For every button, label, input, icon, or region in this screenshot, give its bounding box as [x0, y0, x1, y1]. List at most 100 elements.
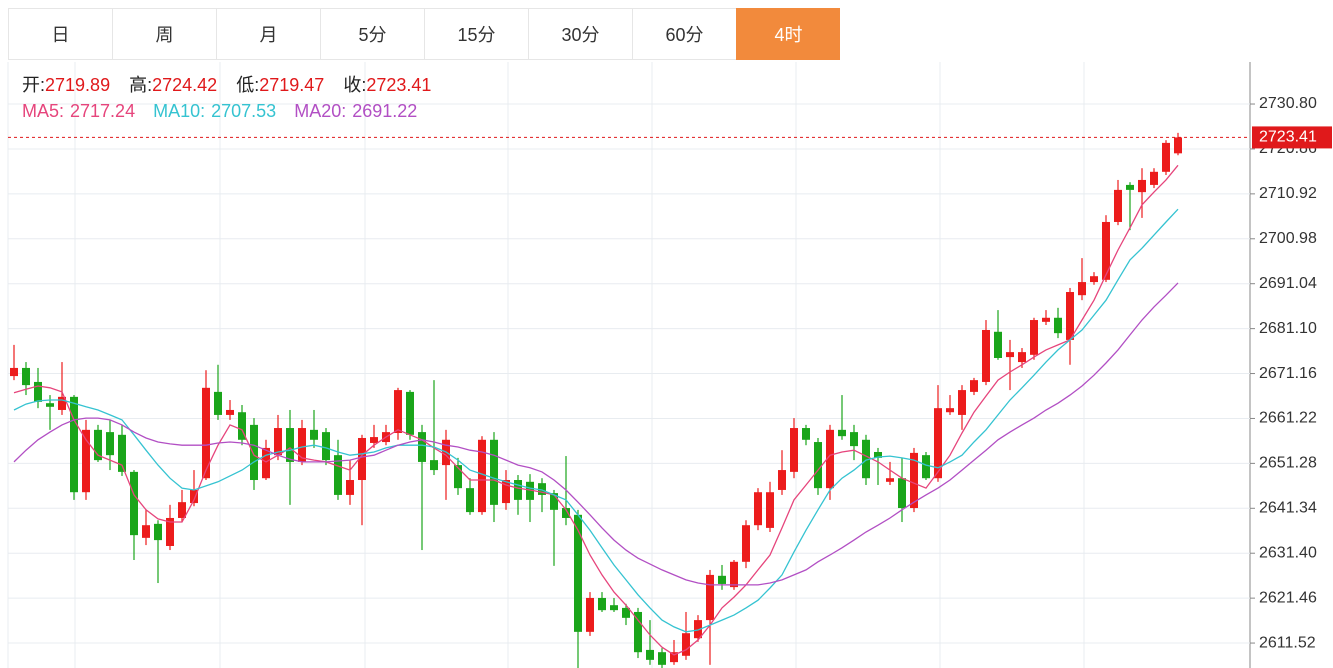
candle-body	[550, 493, 558, 510]
candle-body	[334, 455, 342, 495]
candle-body	[418, 432, 426, 462]
y-tick-label: 2700.98	[1259, 230, 1317, 247]
candle-body	[622, 607, 630, 618]
candle-body	[1066, 292, 1074, 340]
tab[interactable]: 5分	[320, 8, 424, 60]
legend-value: 2719.89	[45, 75, 111, 95]
y-tick-label: 2710.92	[1259, 185, 1317, 202]
legend: 开:2719.89 高:2724.42 低:2719.47 收:2723.41 …	[22, 72, 445, 124]
candle-body	[1162, 142, 1170, 172]
tab[interactable]: 60分	[632, 8, 736, 60]
candle-body	[646, 649, 654, 660]
candle-body	[706, 574, 714, 621]
candle-body	[514, 480, 522, 500]
candle-body	[250, 424, 258, 481]
candle-body	[886, 478, 894, 482]
y-tick-label: 2651.28	[1259, 455, 1317, 472]
candle-body	[46, 403, 54, 407]
candle-body	[178, 502, 186, 518]
candle-body	[658, 652, 666, 665]
candle-body	[34, 381, 42, 402]
candle-body	[682, 633, 690, 656]
legend-label: 高:	[129, 75, 153, 95]
legend-value: 2724.42	[152, 75, 218, 95]
legend-label: 开:	[22, 75, 46, 95]
candle-body	[814, 442, 822, 489]
ma-line	[13, 164, 1179, 656]
candle-body	[910, 452, 918, 509]
candle-body	[598, 597, 606, 611]
candle-body	[850, 432, 858, 447]
candle-body	[934, 408, 942, 479]
candle-body	[970, 380, 978, 392]
candle-body	[58, 396, 66, 410]
tab[interactable]: 月	[216, 8, 320, 60]
candle-body	[1102, 221, 1110, 280]
candle-body	[94, 429, 102, 461]
candle-body	[670, 652, 678, 663]
legend-ma-value: 2717.24	[70, 101, 136, 121]
legend-ma-name: MA10:	[153, 101, 206, 121]
candle-body	[430, 460, 438, 471]
candle-body	[394, 390, 402, 434]
candle-body	[862, 439, 870, 479]
candle-body	[1174, 137, 1182, 154]
tab[interactable]: 30分	[528, 8, 632, 60]
candle-body	[994, 331, 1002, 358]
candle-body	[898, 478, 906, 509]
candle-body	[70, 396, 78, 493]
candle-body	[214, 391, 222, 415]
candle-body	[298, 428, 306, 462]
tab[interactable]: 日	[8, 8, 112, 60]
candle-body	[958, 390, 966, 415]
candle-body	[454, 465, 462, 489]
candle-body	[142, 525, 150, 538]
candle-body	[262, 447, 270, 479]
candle-body	[586, 597, 594, 632]
candle-body	[166, 517, 174, 546]
tab[interactable]: 4时	[736, 8, 840, 60]
candle-body	[526, 481, 534, 500]
candle-body	[826, 429, 834, 489]
candle-body	[838, 429, 846, 437]
candle-body	[82, 429, 90, 493]
tab[interactable]: 周	[112, 8, 216, 60]
candle-body	[154, 523, 162, 541]
candle-body	[802, 428, 810, 440]
candle-body	[946, 408, 954, 413]
candle-body	[1018, 352, 1026, 363]
candle-body	[790, 428, 798, 472]
candle-body	[742, 525, 750, 562]
candle-body	[874, 451, 882, 458]
y-tick-label: 2681.10	[1259, 320, 1317, 337]
candle-body	[562, 508, 570, 518]
tab[interactable]: 15分	[424, 8, 528, 60]
candle-body	[1126, 184, 1134, 190]
candle-body	[610, 605, 618, 611]
y-tick-label: 2691.04	[1259, 275, 1317, 292]
candle-body	[406, 391, 414, 435]
candle-body	[1138, 179, 1146, 193]
candle-body	[766, 492, 774, 528]
candle-body	[1042, 317, 1050, 322]
candle-body	[478, 439, 486, 513]
y-tick-label: 2611.52	[1259, 634, 1316, 651]
candle-body	[490, 439, 498, 505]
candle-body	[370, 437, 378, 443]
candle-body	[982, 329, 990, 382]
x-grid	[74, 62, 1085, 668]
candle-body	[730, 561, 738, 588]
candle-body	[574, 514, 582, 632]
candle-body	[358, 437, 366, 481]
candle-body	[922, 455, 930, 479]
candle-body	[346, 480, 354, 495]
legend-label: 低:	[236, 75, 260, 95]
period-tabs: 日 周 月 5分 15分 30分 60分 4时	[8, 8, 840, 60]
ma-line	[13, 282, 1179, 586]
candle-body	[1006, 352, 1014, 358]
candle-body	[130, 471, 138, 536]
candle-body	[634, 611, 642, 653]
candle-body	[778, 470, 786, 490]
candle-body	[1150, 171, 1158, 185]
ohlc-row: 开:2719.89 高:2724.42 低:2719.47 收:2723.41	[22, 72, 445, 98]
